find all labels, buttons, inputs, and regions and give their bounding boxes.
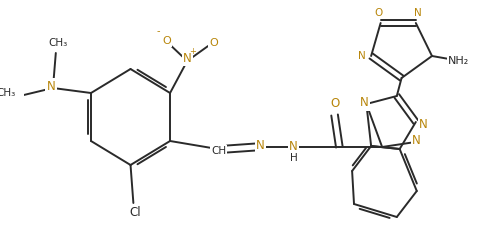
Text: O: O xyxy=(162,36,171,46)
Text: N: N xyxy=(183,51,192,65)
Text: N: N xyxy=(360,97,369,110)
Text: CH₃: CH₃ xyxy=(48,38,67,48)
Text: -: - xyxy=(157,26,160,36)
Text: NH₂: NH₂ xyxy=(448,56,469,66)
Text: N: N xyxy=(414,8,421,18)
Text: Cl: Cl xyxy=(129,206,141,219)
Text: O: O xyxy=(375,8,383,18)
Text: N: N xyxy=(419,117,428,131)
Text: O: O xyxy=(209,38,218,48)
Text: O: O xyxy=(330,97,339,110)
Text: N: N xyxy=(358,51,366,61)
Text: +: + xyxy=(190,47,196,55)
Text: H: H xyxy=(290,153,297,163)
Text: CH₃: CH₃ xyxy=(0,88,16,98)
Text: CH: CH xyxy=(211,146,226,156)
Text: N: N xyxy=(412,134,421,146)
Text: N: N xyxy=(47,79,55,92)
Text: N: N xyxy=(256,139,265,151)
Text: N: N xyxy=(289,140,298,152)
